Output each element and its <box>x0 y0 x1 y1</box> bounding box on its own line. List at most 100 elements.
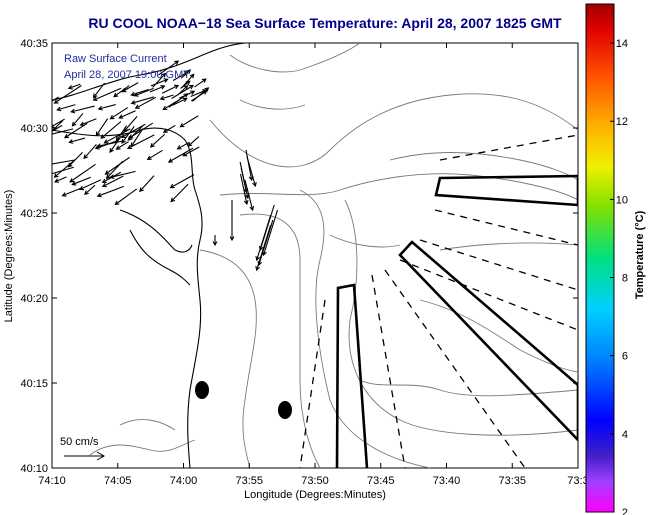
map-content: Raw Surface Current April 28, 2007 19:00… <box>36 43 578 468</box>
station-marker-2[interactable] <box>278 401 292 419</box>
current-vector-head <box>70 108 76 114</box>
current-vector-head <box>96 192 102 198</box>
current-vector <box>194 78 207 88</box>
current-vector <box>170 183 189 202</box>
current-vector-head <box>114 200 120 206</box>
current-vector <box>54 85 82 104</box>
current-vector-head <box>182 152 188 157</box>
current-vector-head <box>79 121 85 127</box>
x-tick-label: 73:40 <box>433 475 461 487</box>
current-vector-head <box>189 73 195 79</box>
current-vector-head <box>257 260 263 267</box>
current-vector <box>187 136 200 147</box>
current-vector <box>97 140 124 147</box>
colorbar-label: Temperature (°C) <box>634 210 646 299</box>
current-vector-head <box>56 106 62 112</box>
current-vector <box>69 163 96 183</box>
current-vector-head <box>100 134 106 139</box>
x-axis-label: Longitude (Degrees:Minutes) <box>244 489 386 501</box>
annotation-line-1: Raw Surface Current <box>64 53 167 65</box>
current-vector <box>57 104 76 111</box>
current-vector-head <box>229 236 235 242</box>
current-vector-head <box>40 135 44 138</box>
current-vector-head <box>159 95 165 101</box>
current-vector-head <box>92 93 98 99</box>
current-vector-head <box>36 107 40 110</box>
current-vector-head <box>126 144 132 150</box>
current-vector <box>192 87 209 102</box>
station-marker-1[interactable] <box>195 381 209 399</box>
scale-label: 50 cm/s <box>60 436 99 448</box>
x-tick-label: 73:35 <box>498 475 526 487</box>
transect-lines <box>299 134 578 468</box>
colorbar-tick-label: 12 <box>616 116 628 128</box>
current-vector-head <box>187 142 193 147</box>
current-vector <box>256 224 272 271</box>
y-axis-label: Latitude (Degrees:Minutes) <box>3 190 15 323</box>
current-vector-head <box>212 241 218 247</box>
current-vector <box>123 115 138 132</box>
map-title: RU COOL NOAA−18 Sea Surface Temperature:… <box>88 15 562 31</box>
current-vector <box>180 69 191 79</box>
current-vector-head <box>182 97 188 103</box>
current-vector-head <box>67 85 73 90</box>
current-vector <box>182 146 200 157</box>
current-vector-head <box>121 138 126 144</box>
current-vector <box>115 188 138 205</box>
current-vector <box>52 159 75 165</box>
current-vector-head <box>69 178 75 183</box>
current-vector <box>134 87 154 97</box>
current-vector-head <box>115 145 121 150</box>
current-vector-head <box>104 170 110 175</box>
current-vector <box>170 174 195 189</box>
current-vector <box>135 96 157 109</box>
current-vector-head <box>167 158 173 163</box>
current-vector-head <box>109 114 115 120</box>
current-vector <box>52 128 74 135</box>
current-vector <box>71 105 95 113</box>
colorbar-tick-label: 10 <box>616 194 628 206</box>
current-vector <box>131 88 149 96</box>
x-tick-label: 73:55 <box>235 475 263 487</box>
colorbar-tick-label: 8 <box>622 273 628 285</box>
current-vector-head <box>92 96 98 101</box>
current-vector-head <box>146 155 152 160</box>
current-vector-head <box>130 100 136 105</box>
current-vector-head <box>103 139 109 144</box>
current-vector <box>179 90 195 99</box>
current-vector <box>131 96 154 104</box>
current-vector <box>129 122 154 139</box>
current-vector-head <box>243 200 249 206</box>
current-vector <box>79 179 102 190</box>
current-vector-head <box>115 136 121 142</box>
colorbar-tick-label: 6 <box>622 351 628 363</box>
current-vector <box>122 82 139 93</box>
y-tick-label: 40:15 <box>20 378 48 390</box>
current-vector <box>152 73 166 88</box>
current-vector-head <box>71 181 77 186</box>
current-vector-head <box>130 91 136 97</box>
current-vector <box>240 173 248 205</box>
current-vector-head <box>169 183 175 189</box>
current-vector <box>93 82 106 98</box>
current-vector <box>98 104 116 110</box>
current-vector-head <box>68 139 74 144</box>
current-vector-head <box>113 92 119 98</box>
current-vector-head <box>163 78 169 83</box>
current-vector <box>161 85 179 94</box>
y-tick-label: 40:10 <box>20 463 48 475</box>
plot-area[interactable] <box>51 42 579 469</box>
current-vector <box>93 87 122 101</box>
current-vector-head <box>139 187 144 193</box>
current-vector <box>69 137 86 143</box>
current-vector-head <box>53 99 59 104</box>
x-tick-label: 74:05 <box>104 475 132 487</box>
x-tick-label: 73:45 <box>367 475 395 487</box>
current-vector-head <box>54 178 60 183</box>
current-vector <box>181 74 195 89</box>
current-vector-head <box>52 123 55 128</box>
current-vector <box>80 118 97 126</box>
current-vector-head <box>204 87 210 92</box>
colorbar-tick-label: 14 <box>616 38 628 50</box>
